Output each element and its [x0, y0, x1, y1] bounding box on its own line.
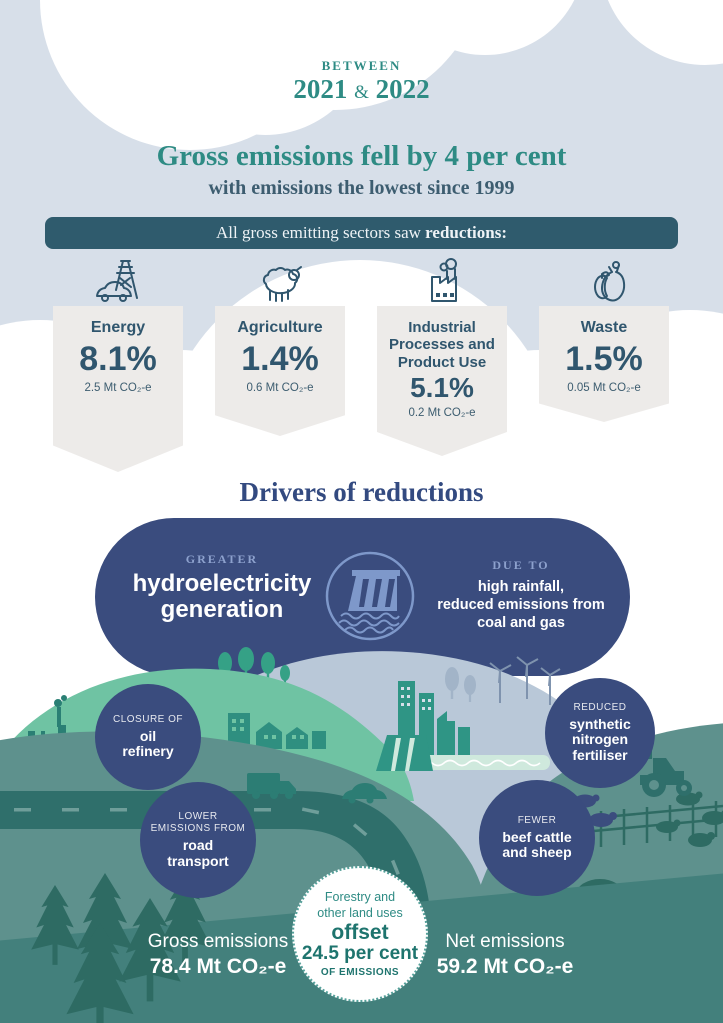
sector-percent: 8.1%: [79, 340, 157, 379]
net-emissions-label: Net emissions: [445, 931, 565, 952]
bubble-label: oil refinery: [122, 727, 174, 760]
year-2021: 2021: [293, 74, 348, 104]
net-emissions-block: Net emissions 59.2 Mt CO₂-e: [420, 931, 590, 979]
between-label: BETWEEN: [321, 58, 402, 73]
offset-line2: other land uses: [317, 905, 403, 920]
car-icon: [342, 783, 387, 804]
bubble-beef-cattle: FEWER beef cattle and sheep: [479, 780, 595, 896]
bubble-oil-refinery: CLOSURE OF oil refinery: [95, 684, 201, 790]
bluegrey-trees: [445, 667, 476, 702]
sheep-icon: [252, 257, 308, 305]
page-title: Gross emissions fell by 4 per cent: [156, 140, 567, 172]
offset-suffix: OF EMISSIONS: [320, 967, 400, 979]
gross-emissions-block: Gross emissions 78.4 Mt CO₂-e: [128, 931, 308, 979]
offset-value: 24.5 per cent: [301, 943, 419, 965]
sector-name: Waste: [580, 319, 628, 336]
sector-amount: 0.2 Mt CO₂-e: [408, 406, 476, 419]
sector-amount: 2.5 Mt CO₂-e: [84, 381, 152, 394]
bubble-label: road transport: [167, 836, 229, 869]
cattle-silhouettes: [656, 791, 723, 847]
power-tower-car-icon: [90, 257, 146, 305]
dam-river: [376, 735, 550, 771]
drivers-title: Drivers of reductions: [239, 477, 484, 507]
offset-word: offset: [331, 921, 389, 945]
tractor-icon: [640, 750, 692, 797]
hydro-blob: GREATER hydroelectricity generation DUE …: [95, 518, 630, 676]
sector-percent: 5.1%: [410, 371, 474, 403]
landscape-illustration: [0, 647, 723, 1023]
sectors-banner: All gross emitting sectors saw reduction…: [45, 217, 678, 249]
sector-name: Industrial Processes and Product Use: [389, 319, 495, 371]
sector-percent: 1.5%: [565, 340, 643, 379]
wind-turbines-icon: [489, 656, 561, 705]
sector-card-energy: Energy 8.1% 2.5 Mt CO₂-e: [53, 306, 183, 472]
banner-text-bold: reductions:: [425, 223, 508, 242]
net-emissions-value: 59.2 Mt CO₂-e: [436, 955, 574, 978]
factory-icon: [414, 257, 470, 305]
years-label: 2021 & 2022: [0, 74, 723, 105]
waste-bag-icon: [576, 257, 632, 305]
sector-name: Agriculture: [237, 319, 323, 336]
gross-emissions-label: Gross emissions: [147, 931, 289, 952]
bubble-road-transport: LOWER EMISSIONS FROM road transport: [140, 782, 256, 898]
banner-text: All gross emitting sectors saw: [215, 223, 426, 242]
due-to-text: high rainfall, reduced emissions from co…: [437, 579, 605, 632]
sector-amount: 0.05 Mt CO₂-e: [567, 381, 641, 394]
bubble-kicker: CLOSURE OF: [112, 714, 183, 726]
due-to-kicker: DUE TO: [492, 558, 550, 572]
sector-name: Energy: [90, 319, 146, 336]
village-houses: [228, 713, 326, 749]
gross-emissions-value: 78.4 Mt CO₂-e: [149, 955, 287, 978]
truck-icon: [247, 773, 296, 799]
hydro-dam-icon: [323, 549, 417, 643]
offset-line1: Forestry and: [324, 889, 396, 904]
hydro-text-right: DUE TO high rainfall, reduced emissions …: [425, 558, 617, 632]
sector-card-waste: Waste 1.5% 0.05 Mt CO₂-e: [539, 306, 669, 422]
bubble-kicker: LOWER EMISSIONS FROM: [150, 810, 246, 835]
offset-circle: Forestry and other land uses offset 24.5…: [292, 866, 428, 1002]
hydro-label: hydroelectricity generation: [132, 570, 312, 623]
page-subtitle: with emissions the lowest since 1999: [208, 177, 515, 199]
bubble-label: beef cattle and sheep: [502, 828, 572, 861]
ampersand: &: [354, 82, 369, 103]
hydro-kicker: GREATER: [185, 552, 259, 566]
bubble-nitrogen-fertiliser: REDUCED synthetic nitrogen fertiliser: [545, 678, 655, 788]
bubble-kicker: FEWER: [517, 815, 557, 827]
sector-card-industrial: Industrial Processes and Product Use 5.1…: [377, 306, 507, 456]
sector-percent: 1.4%: [241, 340, 319, 379]
year-2022: 2022: [375, 74, 430, 104]
green-trees: [218, 647, 290, 687]
sector-amount: 0.6 Mt CO₂-e: [246, 381, 314, 394]
bubble-label: synthetic nitrogen fertiliser: [569, 715, 631, 764]
hydro-text-left: GREATER hydroelectricity generation: [117, 552, 327, 623]
sector-card-agriculture: Agriculture 1.4% 0.6 Mt CO₂-e: [215, 306, 345, 436]
bubble-kicker: REDUCED: [573, 702, 627, 714]
